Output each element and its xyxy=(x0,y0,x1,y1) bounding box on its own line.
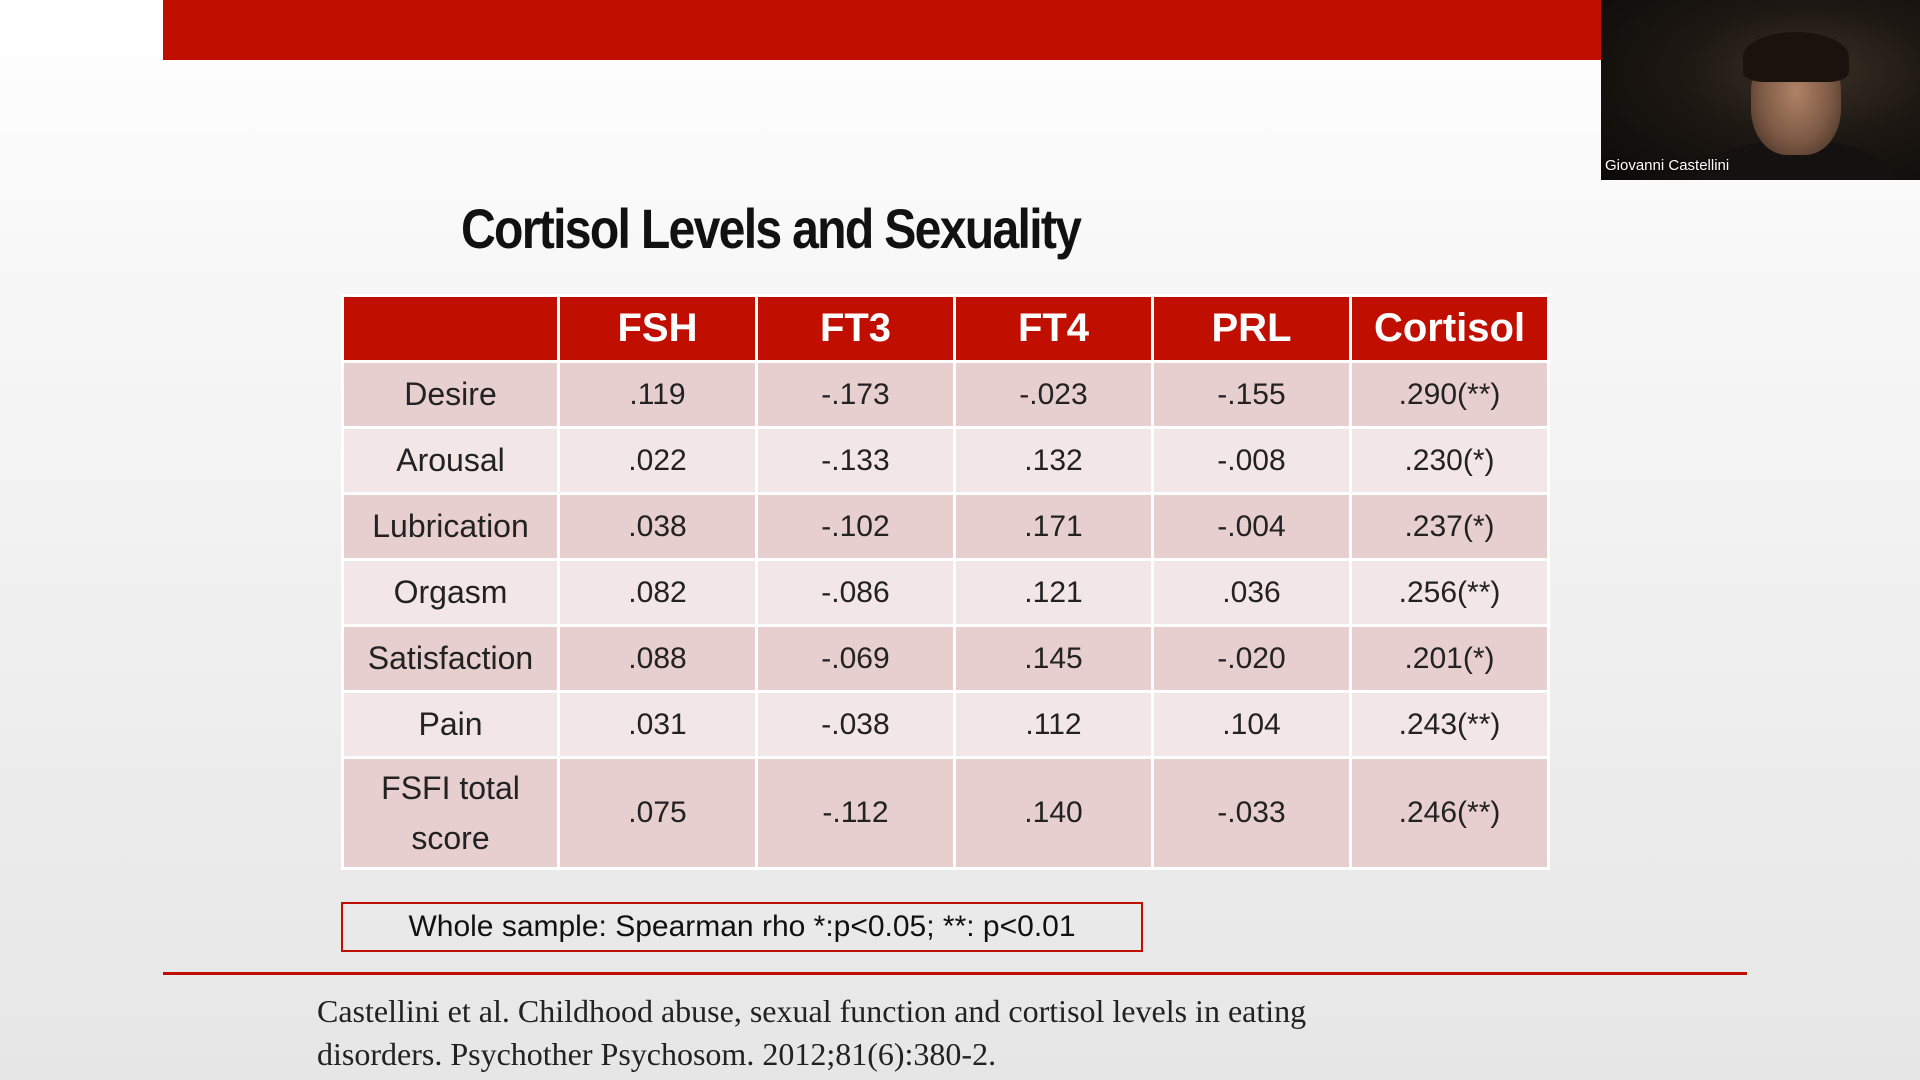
table-cell: .237(*) xyxy=(1352,495,1547,558)
table-cell: .132 xyxy=(956,429,1151,492)
row-label: Pain xyxy=(344,693,557,756)
citation-line: disorders. Psychother Psychosom. 2012;81… xyxy=(317,1036,997,1072)
header-cell-ft4: FT4 xyxy=(956,297,1151,360)
citation-line: Castellini et al. Childhood abuse, sexua… xyxy=(317,993,1307,1029)
table-cell: .140 xyxy=(956,759,1151,867)
header-cell-cortisol: Cortisol xyxy=(1352,297,1547,360)
row-label-line: score xyxy=(411,820,490,856)
table-cell: -.102 xyxy=(758,495,953,558)
header-cell-ft3: FT3 xyxy=(758,297,953,360)
participant-hair xyxy=(1743,32,1849,82)
slide-top-bar xyxy=(163,0,1601,60)
row-label-line: FSFI total xyxy=(381,770,520,806)
table-cell: .075 xyxy=(560,759,755,867)
table-cell: .243(**) xyxy=(1352,693,1547,756)
table-cell: .230(*) xyxy=(1352,429,1547,492)
table-row: Lubrication .038 -.102 .171 -.004 .237(*… xyxy=(344,495,1547,558)
table-cell: .171 xyxy=(956,495,1151,558)
table-row: Desire .119 -.173 -.023 -.155 .290(**) xyxy=(344,363,1547,426)
table-cell: -.004 xyxy=(1154,495,1349,558)
table-cell: -.023 xyxy=(956,363,1151,426)
table-cell: .104 xyxy=(1154,693,1349,756)
table-cell: .088 xyxy=(560,627,755,690)
header-cell-prl: PRL xyxy=(1154,297,1349,360)
row-label: Arousal xyxy=(344,429,557,492)
row-label: Orgasm xyxy=(344,561,557,624)
table-cell: -.133 xyxy=(758,429,953,492)
row-label: Satisfaction xyxy=(344,627,557,690)
table-cell: -.112 xyxy=(758,759,953,867)
table-cell: .031 xyxy=(560,693,755,756)
table-cell: .201(*) xyxy=(1352,627,1547,690)
participant-video-tile[interactable]: Giovanni Castellini xyxy=(1601,0,1920,180)
table-cell: -.069 xyxy=(758,627,953,690)
table-cell: .145 xyxy=(956,627,1151,690)
header-cell-fsh: FSH xyxy=(560,297,755,360)
table-cell: -.008 xyxy=(1154,429,1349,492)
table-row: Pain .031 -.038 .112 .104 .243(**) xyxy=(344,693,1547,756)
table-cell: .246(**) xyxy=(1352,759,1547,867)
table-row: Satisfaction .088 -.069 .145 -.020 .201(… xyxy=(344,627,1547,690)
table-cell: .082 xyxy=(560,561,755,624)
header-cell-empty xyxy=(344,297,557,360)
table-row: FSFI total score .075 -.112 .140 -.033 .… xyxy=(344,759,1547,867)
table-cell: -.038 xyxy=(758,693,953,756)
table-cell: -.033 xyxy=(1154,759,1349,867)
table-row: Arousal .022 -.133 .132 -.008 .230(*) xyxy=(344,429,1547,492)
table-cell: -.173 xyxy=(758,363,953,426)
table-cell: .112 xyxy=(956,693,1151,756)
slide-title: Cortisol Levels and Sexuality xyxy=(461,197,1082,260)
correlation-table: FSH FT3 FT4 PRL Cortisol Desire .119 -.1… xyxy=(341,294,1550,870)
table-cell: -.086 xyxy=(758,561,953,624)
row-label: Desire xyxy=(344,363,557,426)
table-cell: .121 xyxy=(956,561,1151,624)
table-cell: .290(**) xyxy=(1352,363,1547,426)
table-cell: .038 xyxy=(560,495,755,558)
row-label: FSFI total score xyxy=(344,759,557,867)
table-cell: .119 xyxy=(560,363,755,426)
table-header-row: FSH FT3 FT4 PRL Cortisol xyxy=(344,297,1547,360)
significance-note: Whole sample: Spearman rho *:p<0.05; **:… xyxy=(341,902,1143,952)
table-cell: -.020 xyxy=(1154,627,1349,690)
table-cell: .036 xyxy=(1154,561,1349,624)
table-cell: .022 xyxy=(560,429,755,492)
participant-name-label: Giovanni Castellini xyxy=(1605,157,1730,174)
table-row: Orgasm .082 -.086 .121 .036 .256(**) xyxy=(344,561,1547,624)
table-cell: .256(**) xyxy=(1352,561,1547,624)
citation: Castellini et al. Childhood abuse, sexua… xyxy=(317,990,1517,1076)
row-label: Lubrication xyxy=(344,495,557,558)
slide-divider xyxy=(163,972,1747,975)
table-cell: -.155 xyxy=(1154,363,1349,426)
